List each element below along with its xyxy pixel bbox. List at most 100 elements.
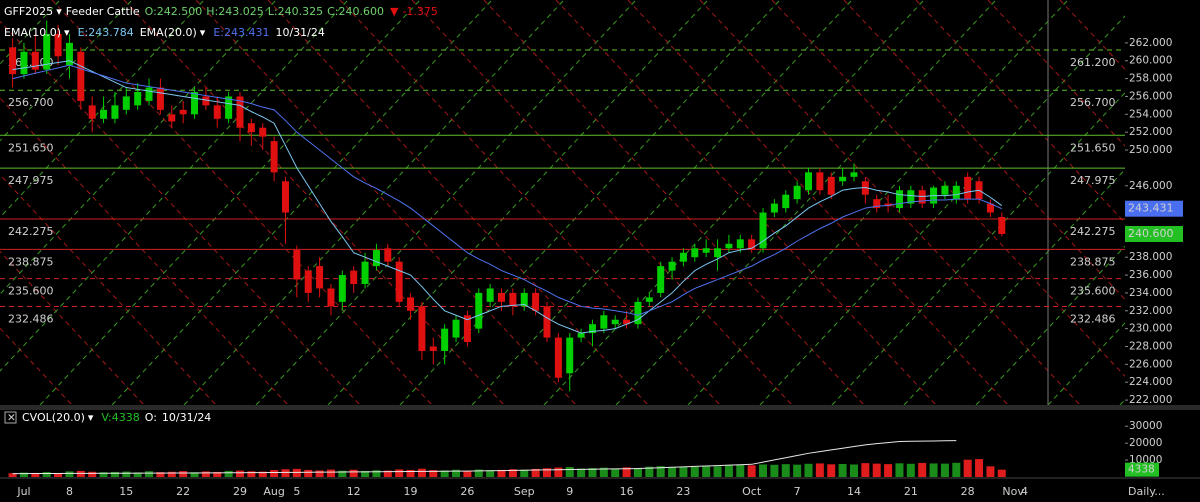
candle-body: [714, 248, 722, 258]
volume-bar: [815, 463, 824, 477]
candle-body: [805, 172, 812, 191]
trend-line: [1047, 322, 1125, 405]
volume-bar: [804, 463, 813, 477]
candle-body: [725, 243, 733, 249]
candle-body: [600, 315, 608, 329]
study-legend: EMA(10.0) ▾ E:243.784 EMA(20.0) ▾ E:243.431 10…: [4, 26, 325, 39]
instrument-name: Feeder Cattle: [66, 5, 140, 18]
x-tick-label: 12: [347, 485, 361, 498]
candle-body: [372, 250, 380, 267]
y-tick-label: 222.000: [1129, 394, 1172, 406]
candle-body: [759, 212, 767, 249]
candle-body: [293, 250, 301, 280]
candle-body: [247, 123, 255, 133]
cvol-line: [12, 440, 957, 475]
trend-line: [399, 0, 781, 405]
volume-bar: [145, 471, 154, 477]
study-value: O:: [145, 411, 157, 424]
candle-body: [281, 181, 289, 213]
y-tick-label: 256.000: [1129, 90, 1172, 102]
candle-body: [498, 292, 506, 302]
candle-body: [179, 109, 187, 115]
candle-body: [31, 51, 39, 70]
candle-body: [429, 346, 437, 351]
x-tick-label: Oct: [742, 485, 762, 498]
candle-body: [736, 239, 744, 249]
x-tick-label: Jul: [16, 485, 30, 498]
trend-line: [123, 0, 505, 405]
trend-line: [183, 0, 565, 405]
trend-line: [0, 0, 349, 372]
candle-body: [418, 306, 426, 351]
volume-bar: [975, 459, 984, 477]
trend-line: [843, 0, 1125, 301]
x-tick-label: 14: [847, 485, 861, 498]
candle-body: [316, 266, 324, 289]
legend-value: E:243.784: [78, 26, 134, 39]
candle-body: [20, 51, 28, 75]
level-label: 235.600: [1070, 285, 1116, 298]
volume-bar: [99, 472, 108, 477]
candle-body: [191, 91, 199, 115]
trend-line: [51, 0, 433, 405]
level-label: 256.700: [8, 96, 54, 109]
volume-bar: [474, 469, 483, 477]
volume-bar: [827, 464, 836, 477]
x-tick-label: 23: [676, 485, 690, 498]
volume-bar: [133, 472, 142, 477]
candle-body: [452, 319, 460, 338]
volume-bar: [65, 471, 74, 477]
candle-body: [236, 96, 244, 128]
trend-line: [975, 245, 1125, 405]
icon: ▼: [390, 5, 399, 18]
candle-body: [225, 96, 233, 119]
y-tick-label: 260.000: [1129, 55, 1172, 67]
volume-bar: [884, 464, 893, 477]
candle-body: [168, 114, 176, 122]
icon: ▾: [64, 26, 70, 39]
volume-bar: [349, 469, 358, 477]
volume-bar: [668, 467, 677, 477]
quote-value: C:240.600: [327, 5, 384, 18]
volume-bar: [656, 466, 665, 477]
icon: ▾: [56, 5, 62, 18]
x-tick-label: 8: [66, 485, 73, 498]
trend-line: [267, 0, 649, 405]
y-tick-label: 246.000: [1129, 180, 1172, 192]
candle-body: [816, 172, 824, 191]
candle-body: [111, 105, 119, 119]
volume-bar: [201, 471, 210, 477]
candle-body: [304, 270, 312, 293]
volume-bar: [997, 469, 1006, 477]
y-tick-label: 252.000: [1129, 126, 1172, 138]
volume-bar: [622, 467, 631, 477]
volume-bar: [702, 465, 711, 477]
volume-bar: [577, 468, 586, 477]
candle-body: [839, 176, 847, 182]
trend-line: [771, 0, 1125, 377]
trend-line: [987, 0, 1125, 147]
trend-line: [195, 0, 577, 405]
candle-body: [338, 275, 346, 302]
price-flag: [1125, 225, 1183, 242]
level-label: 232.486: [1070, 312, 1116, 325]
trend-line: [255, 0, 637, 405]
volume-bar: [76, 470, 85, 477]
candle-body: [998, 217, 1006, 234]
candle-body: [691, 248, 699, 258]
volume-bar: [531, 468, 540, 477]
trend-line: [339, 0, 721, 405]
candle-body: [588, 324, 596, 334]
trend-line: [111, 0, 493, 405]
trend-line: [0, 250, 145, 405]
legend-date: 10/31/24: [275, 26, 324, 39]
x-tick-label: 4: [1021, 485, 1028, 498]
volume-bar: [304, 469, 313, 477]
volume-bar: [724, 465, 733, 477]
candle-body: [327, 288, 335, 307]
volume-bar: [861, 463, 870, 477]
candle-body: [259, 127, 267, 137]
trend-line: [699, 0, 1081, 405]
volume-bar: [258, 471, 267, 477]
